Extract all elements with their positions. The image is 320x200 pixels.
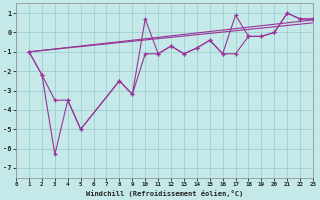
X-axis label: Windchill (Refroidissement éolien,°C): Windchill (Refroidissement éolien,°C) xyxy=(86,190,243,197)
